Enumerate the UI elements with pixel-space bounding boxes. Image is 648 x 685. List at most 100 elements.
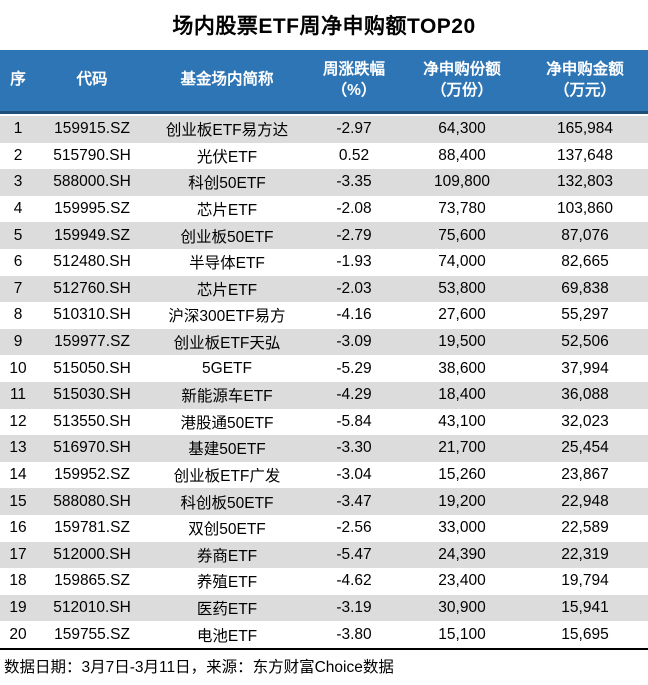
net-shares-cell: 23,400 [438, 572, 486, 590]
net-shares-cell: 33,000 [438, 519, 486, 537]
code-cell: 159781.SZ [54, 519, 130, 537]
column-header-code: 代码 [36, 70, 148, 90]
name-cell: 沪深300ETF易方 [168, 308, 286, 326]
net-shares-cell: 43,100 [438, 412, 486, 430]
rank-cell: 9 [13, 333, 23, 351]
name-cell: 创业板ETF广发 [173, 468, 281, 486]
rank-cell: 10 [9, 359, 27, 377]
column-header-unit: （万元） [553, 81, 616, 99]
net-shares-cell: 53,800 [438, 279, 486, 297]
column-header-unit: （%） [331, 81, 377, 99]
code-cell: 159755.SZ [54, 625, 130, 643]
code-cell: 516970.SH [53, 439, 131, 457]
rank-cell: 20 [9, 625, 27, 643]
code-cell: 159865.SZ [54, 572, 130, 590]
table-header: 序 代码 基金场内简称 周涨跌幅 （%） 净申购份额 （万份） 净申购金额 （万元） [0, 50, 648, 114]
table-row: 1 159915.SZ 创业板ETF易方达 -2.97 64,300 165,984 [0, 116, 648, 143]
footer-note: 数据日期：3月7日-3月11日，来源：东方财富Choice数据 [0, 647, 648, 683]
pct-change-cell: -2.56 [336, 519, 372, 537]
table-row: 5 159949.SZ 创业板50ETF -2.79 75,600 87,076 [0, 222, 648, 249]
code-cell: 513550.SH [53, 412, 131, 430]
code-cell: 512000.SH [53, 545, 131, 563]
name-cell: 医药ETF [196, 600, 258, 618]
pct-change-cell: -2.08 [336, 200, 372, 218]
rank-cell: 7 [13, 279, 23, 297]
rank-cell: 8 [13, 306, 23, 324]
net-amount-cell: 37,994 [561, 359, 609, 377]
table-row: 11 515030.SH 新能源车ETF -4.29 18,400 36,088 [0, 381, 648, 409]
table-row: 18 159865.SZ 养殖ETF -4.62 23,400 19,794 [0, 568, 648, 595]
pct-change-cell: -4.29 [336, 386, 372, 404]
pct-change-cell: -3.30 [336, 439, 372, 457]
pct-change-cell: -3.47 [336, 492, 372, 510]
rank-cell: 6 [13, 253, 23, 271]
table-row: 7 512760.SH 芯片ETF -2.03 53,800 69,838 [0, 275, 648, 303]
net-amount-cell: 23,867 [561, 466, 609, 484]
rank-cell: 11 [9, 386, 27, 404]
rank-cell: 14 [9, 466, 27, 484]
code-cell: 159995.SZ [54, 200, 130, 218]
code-cell: 510310.SH [53, 306, 131, 324]
code-cell: 159952.SZ [54, 466, 130, 484]
column-header-unit: （万份） [430, 81, 493, 99]
code-cell: 588000.SH [53, 173, 131, 191]
code-cell: 512480.SH [53, 253, 131, 271]
column-header-label: 净申购份额 [423, 61, 501, 79]
name-cell: 双创50ETF [188, 521, 266, 539]
pct-change-cell: -2.79 [336, 226, 372, 244]
net-shares-cell: 88,400 [438, 146, 486, 164]
net-shares-cell: 19,500 [438, 333, 486, 351]
column-header-pct-change: 周涨跌幅 （%） [306, 60, 402, 100]
code-cell: 159949.SZ [54, 226, 130, 244]
table-row: 12 513550.SH 港股通50ETF -5.84 43,100 32,023 [0, 408, 648, 436]
net-amount-cell: 19,794 [561, 572, 609, 590]
net-shares-cell: 74,000 [438, 253, 486, 271]
code-cell: 159915.SZ [54, 120, 130, 138]
net-amount-cell: 87,076 [561, 226, 609, 244]
rank-cell: 19 [9, 598, 27, 616]
name-cell: 基建50ETF [188, 441, 266, 459]
net-amount-cell: 55,297 [561, 306, 609, 324]
net-shares-cell: 15,260 [438, 466, 486, 484]
net-amount-cell: 22,319 [561, 545, 609, 563]
pct-change-cell: -3.09 [336, 333, 372, 351]
net-shares-cell: 75,600 [438, 226, 486, 244]
name-cell: 创业板ETF天弘 [173, 335, 281, 353]
column-header-rank: 序 [0, 70, 36, 90]
column-header-label: 基金场内简称 [180, 71, 274, 89]
code-cell: 512010.SH [53, 598, 131, 616]
pct-change-cell: -2.03 [336, 279, 372, 297]
net-shares-cell: 15,100 [438, 625, 486, 643]
net-shares-cell: 27,600 [438, 306, 486, 324]
pct-change-cell: -3.19 [336, 598, 372, 616]
name-cell: 电池ETF [196, 627, 258, 645]
pct-change-cell: 0.52 [338, 146, 370, 164]
code-cell: 588080.SH [53, 492, 131, 510]
rank-cell: 3 [13, 173, 23, 191]
name-cell: 创业板50ETF [180, 228, 274, 246]
pct-change-cell: -5.84 [336, 412, 372, 430]
table-body: 1 159915.SZ 创业板ETF易方达 -2.97 64,300 165,984 2 51… [0, 114, 648, 648]
code-cell: 512760.SH [53, 279, 131, 297]
net-amount-cell: 22,948 [561, 492, 609, 510]
name-cell: 创业板ETF易方达 [165, 122, 289, 140]
table-row: 14 159952.SZ 创业板ETF广发 -3.04 15,260 23,867 [0, 461, 648, 489]
code-cell: 515050.SH [53, 359, 131, 377]
net-shares-cell: 64,300 [438, 120, 486, 138]
code-cell: 515030.SH [53, 386, 131, 404]
pct-change-cell: -5.29 [336, 359, 372, 377]
net-shares-cell: 21,700 [438, 439, 486, 457]
rank-cell: 17 [9, 545, 27, 563]
pct-change-cell: -4.62 [336, 572, 372, 590]
net-amount-cell: 132,803 [556, 173, 614, 191]
rank-cell: 4 [13, 200, 23, 218]
pct-change-cell: -3.80 [336, 625, 372, 643]
net-shares-cell: 30,900 [438, 598, 486, 616]
pct-change-cell: -3.04 [336, 466, 372, 484]
name-cell: 券商ETF [196, 547, 258, 565]
net-shares-cell: 73,780 [438, 200, 486, 218]
name-cell: 半导体ETF [189, 255, 265, 273]
net-amount-cell: 52,506 [561, 333, 609, 351]
net-shares-cell: 19,200 [438, 492, 486, 510]
